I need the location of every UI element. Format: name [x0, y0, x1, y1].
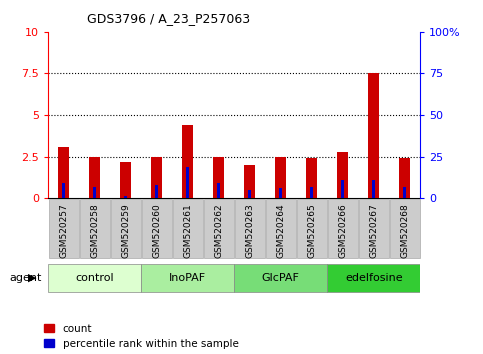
Bar: [372, 180, 375, 198]
Text: GSM520266: GSM520266: [338, 203, 347, 258]
Bar: [306, 158, 317, 198]
Bar: [217, 183, 220, 198]
Text: GSM520264: GSM520264: [276, 203, 285, 258]
Text: GSM520268: GSM520268: [400, 203, 409, 258]
FancyBboxPatch shape: [390, 199, 420, 258]
FancyBboxPatch shape: [235, 199, 265, 258]
Bar: [93, 187, 96, 198]
Bar: [337, 152, 348, 198]
Bar: [151, 158, 162, 198]
FancyBboxPatch shape: [80, 199, 110, 258]
Bar: [310, 187, 313, 198]
FancyBboxPatch shape: [49, 199, 79, 258]
Text: ▶: ▶: [28, 273, 36, 283]
Bar: [399, 158, 410, 198]
Text: GSM520265: GSM520265: [307, 203, 316, 258]
Legend: count, percentile rank within the sample: count, percentile rank within the sample: [44, 324, 239, 349]
FancyBboxPatch shape: [173, 199, 203, 258]
FancyBboxPatch shape: [328, 199, 357, 258]
Bar: [369, 73, 379, 198]
Text: InoPAF: InoPAF: [169, 273, 206, 283]
Bar: [248, 190, 251, 198]
FancyBboxPatch shape: [327, 263, 420, 292]
Bar: [183, 125, 193, 198]
Text: GlcPAF: GlcPAF: [262, 273, 299, 283]
Text: GSM520260: GSM520260: [152, 203, 161, 258]
Text: edelfosine: edelfosine: [345, 273, 402, 283]
FancyBboxPatch shape: [204, 199, 234, 258]
Bar: [155, 185, 158, 198]
FancyBboxPatch shape: [266, 199, 296, 258]
Bar: [213, 156, 224, 198]
Bar: [58, 147, 69, 198]
Text: GSM520257: GSM520257: [59, 203, 68, 258]
Bar: [62, 183, 65, 198]
Bar: [244, 165, 255, 198]
Text: control: control: [75, 273, 114, 283]
Text: GSM520261: GSM520261: [183, 203, 192, 258]
Bar: [275, 156, 286, 198]
FancyBboxPatch shape: [142, 199, 171, 258]
Bar: [341, 180, 344, 198]
FancyBboxPatch shape: [141, 263, 234, 292]
Bar: [89, 158, 100, 198]
FancyBboxPatch shape: [234, 263, 327, 292]
Text: agent: agent: [10, 273, 42, 283]
Bar: [120, 162, 131, 198]
Bar: [403, 187, 406, 198]
Bar: [279, 188, 282, 198]
FancyBboxPatch shape: [359, 199, 389, 258]
Text: GDS3796 / A_23_P257063: GDS3796 / A_23_P257063: [87, 12, 250, 25]
FancyBboxPatch shape: [111, 199, 141, 258]
Text: GSM520259: GSM520259: [121, 203, 130, 258]
Text: GSM520263: GSM520263: [245, 203, 254, 258]
Text: GSM520267: GSM520267: [369, 203, 378, 258]
Bar: [124, 196, 128, 198]
FancyBboxPatch shape: [297, 199, 327, 258]
FancyBboxPatch shape: [48, 263, 141, 292]
Bar: [186, 167, 189, 198]
Text: GSM520258: GSM520258: [90, 203, 99, 258]
Text: GSM520262: GSM520262: [214, 203, 223, 258]
